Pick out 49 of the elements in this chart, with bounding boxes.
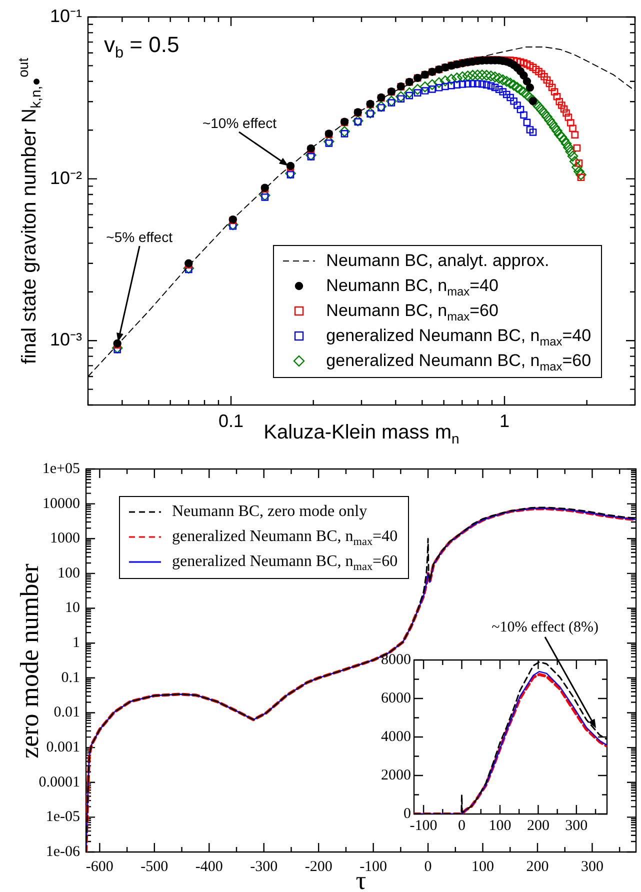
x-tick-label: 0 bbox=[458, 818, 466, 834]
x-tick-label: 200 bbox=[526, 858, 549, 875]
x-tick-label: -400 bbox=[195, 858, 223, 875]
y-tick-label: 1 bbox=[72, 635, 80, 652]
legend-label: Neumann BC, analyt. approx. bbox=[326, 251, 550, 272]
x-tick-label: -600 bbox=[86, 858, 114, 875]
y-tick-label: 1000 bbox=[50, 530, 80, 547]
legend-label: Neumann BC, n$_{max}$=60 bbox=[326, 301, 498, 324]
y-tick-label: 0.1 bbox=[61, 670, 80, 686]
x-tick-label: -500 bbox=[140, 858, 168, 875]
y-tick-label: 10⁻³ bbox=[50, 330, 82, 350]
annotation: ~10% effect bbox=[202, 115, 277, 132]
y-tick-label: 10⁻¹ bbox=[50, 6, 82, 26]
x-tick-label: 300 bbox=[580, 858, 604, 875]
legend-label: generalized Neumann BC, n$_{max}$=60 bbox=[172, 553, 398, 574]
x-tick-label: -100 bbox=[360, 858, 388, 875]
x-tick-label: -300 bbox=[250, 858, 278, 875]
y-tick-label: 2000 bbox=[381, 767, 411, 784]
y-tick-label: 0.0001 bbox=[38, 774, 80, 790]
x-tick-label: 100 bbox=[488, 818, 512, 834]
x-axis-title: Kaluza-Klein mass m$_{n}$ bbox=[264, 422, 460, 446]
y-tick-label: 0.01 bbox=[54, 704, 80, 721]
y-tick-label: 1e-06 bbox=[46, 844, 80, 860]
annotation: ~10% effect (8%) bbox=[492, 620, 599, 637]
annotation: ~5% effect bbox=[106, 229, 172, 246]
y-tick-label: 10 bbox=[65, 600, 80, 616]
legend-label: Neumann BC, zero mode only bbox=[172, 503, 368, 522]
y-axis-title: zero mode number bbox=[15, 563, 45, 758]
x-tick-label: 100 bbox=[472, 858, 494, 875]
y-tick-label: 10000 bbox=[42, 496, 80, 512]
legend-label: Neumann BC, n$_{max}$=40 bbox=[326, 276, 498, 299]
y-tick-label: 10⁻² bbox=[50, 168, 82, 188]
y-tick-label: 0.001 bbox=[46, 739, 80, 756]
y-tick-label: 8000 bbox=[381, 652, 411, 668]
legend-label: generalized Neumann BC, n$_{max}$=60 bbox=[326, 351, 592, 374]
y-tick-label: 1e-05 bbox=[46, 809, 80, 826]
x-tick-label: 300 bbox=[565, 818, 588, 834]
y-tick-label: 100 bbox=[58, 565, 80, 582]
annotation: v$_{b}$ = 0.5 bbox=[104, 32, 180, 62]
x-tick-label: -200 bbox=[304, 858, 332, 875]
y-tick-label: 4000 bbox=[381, 728, 411, 745]
x-tick-label: -100 bbox=[410, 818, 438, 834]
x-tick-label: 200 bbox=[526, 818, 550, 834]
legend-label: generalized Neumann BC, n$_{max}$=40 bbox=[172, 528, 398, 548]
y-tick-label: 1e+05 bbox=[42, 460, 80, 477]
x-tick-label: 0 bbox=[424, 858, 432, 875]
y-tick-label: 6000 bbox=[381, 690, 411, 706]
y-tick-label: 0 bbox=[404, 806, 411, 822]
legend-label: generalized Neumann BC, n$_{max}$=40 bbox=[326, 326, 592, 349]
